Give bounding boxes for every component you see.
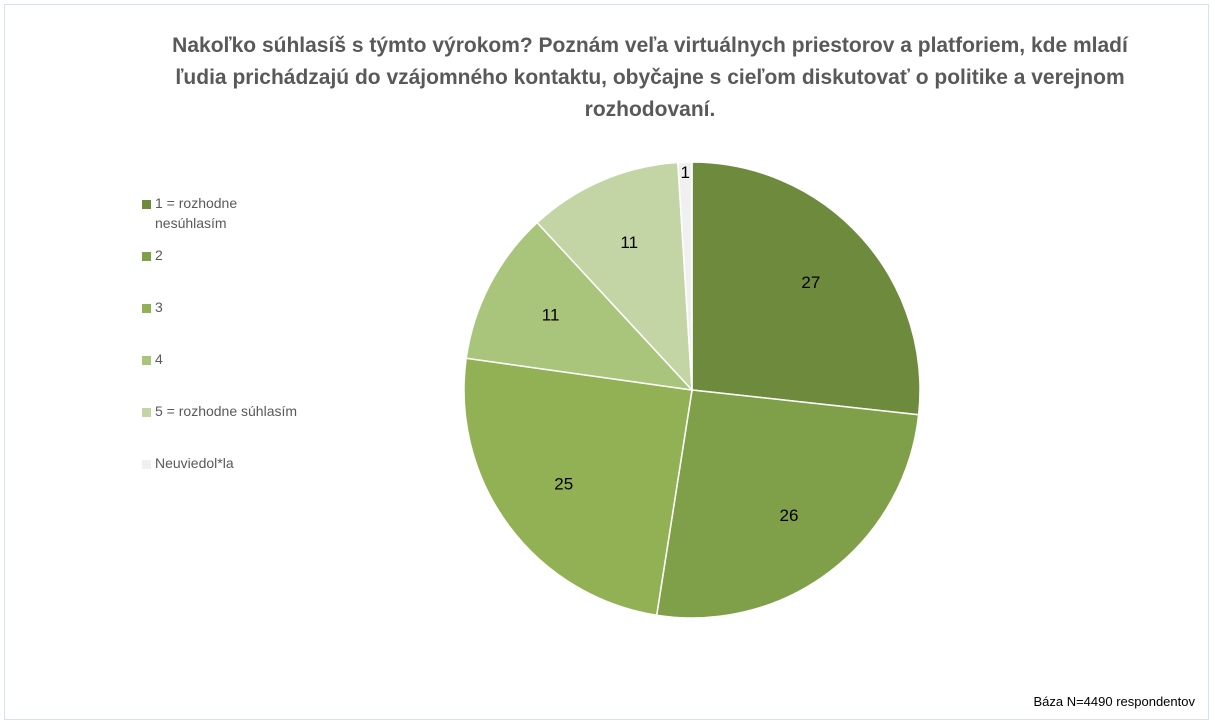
pie-slice <box>677 161 693 391</box>
legend-item: Neuviedol*la <box>142 455 332 508</box>
pie-slice <box>691 161 921 416</box>
data-label: 25 <box>554 474 573 493</box>
legend-swatch <box>142 356 151 365</box>
pie-slice <box>536 161 693 393</box>
legend: 1 = rozhodne nesúhlasím 2 3 4 5 = rozhodne s… <box>142 195 332 508</box>
legend-swatch <box>142 460 151 469</box>
legend-label: 5 = rozhodne súhlasím <box>155 403 298 419</box>
legend-label: 2 <box>155 247 163 263</box>
pie-slice <box>465 221 694 392</box>
legend-item: 4 <box>142 351 332 404</box>
pie-slice <box>655 389 920 619</box>
legend-label: 4 <box>155 351 163 367</box>
data-label: 11 <box>542 305 560 324</box>
legend-swatch <box>142 252 151 261</box>
legend-label: 3 <box>155 299 163 315</box>
legend-label: Neuviedol*la <box>155 455 234 471</box>
data-label: 26 <box>780 506 799 525</box>
legend-swatch <box>142 304 151 313</box>
data-label: 11 <box>620 233 638 252</box>
chart-title: Nakoľko súhlasíš s týmto výrokom? Poznám… <box>172 34 1128 121</box>
pie-slice <box>463 357 693 617</box>
legend-item: 3 <box>142 299 332 352</box>
data-label: 27 <box>801 273 820 292</box>
legend-swatch <box>142 408 151 417</box>
legend-item: 2 <box>142 247 332 300</box>
data-label: 1 <box>681 163 690 182</box>
legend-item: 1 = rozhodne nesúhlasím <box>142 195 332 248</box>
legend-item: 5 = rozhodne súhlasím <box>142 403 332 456</box>
chart-frame <box>4 4 1209 720</box>
note: Báza N=4490 respondentov <box>1033 694 1195 709</box>
legend-label: 1 = rozhodne nesúhlasím <box>155 195 238 231</box>
legend-swatch <box>142 200 151 209</box>
